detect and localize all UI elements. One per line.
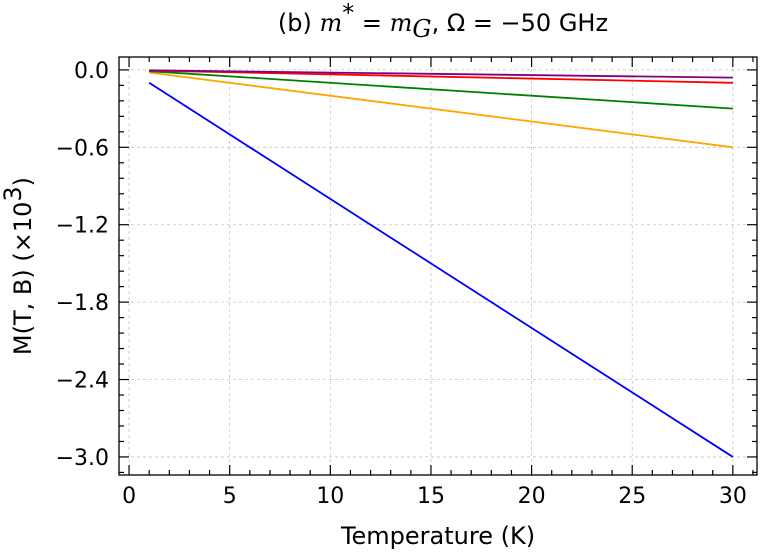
chart-title-m-g: m: [390, 9, 413, 37]
chart-title: (b) m* = mG, Ω = −50 GHz: [278, 0, 608, 43]
y-tick-label: 0.0: [74, 59, 109, 84]
y-tick-label: −0.6: [56, 136, 109, 161]
chart-title-m-star: m: [320, 9, 343, 37]
series-line-orange: [149, 71, 733, 149]
y-tick-label: −2.4: [56, 369, 109, 394]
x-axis-label: Temperature (K): [340, 522, 535, 550]
grid-lines: [119, 57, 757, 475]
series-line-purple: [149, 69, 733, 79]
x-tick-label: 5: [223, 484, 237, 509]
y-tick-label: −1.2: [56, 214, 109, 239]
y-axis-label-sup: 3: [0, 186, 27, 201]
x-tick-label: 0: [122, 484, 136, 509]
y-axis-label-close: ): [9, 177, 37, 186]
plot-frame: [118, 56, 758, 476]
x-tick-label: 30: [719, 484, 747, 509]
y-axis-label: M(T, B) (×103): [0, 177, 37, 355]
x-tick-label: 25: [618, 484, 646, 509]
tick-marks: [119, 57, 757, 475]
y-tick-label: −1.8: [56, 291, 109, 316]
series-lines: [148, 69, 734, 458]
x-tick-labels: 0 5 10 15 20 25 30: [122, 484, 747, 509]
chart-title-omega: Ω = −50 GHz: [447, 9, 608, 37]
series-line-red: [149, 69, 733, 84]
chart-title-comma: ,: [432, 9, 447, 37]
y-tick-label: −3.0: [56, 446, 109, 471]
y-axis-label-main: M(T, B) (×10: [9, 202, 37, 355]
series-line-green: [149, 70, 733, 110]
x-tick-label: 20: [518, 484, 546, 509]
y-tick-labels: 0.0 −0.6 −1.2 −1.8 −2.4 −3.0: [56, 59, 109, 471]
chart-title-prefix: (b): [278, 9, 320, 37]
chart-title-g-sub: G: [412, 15, 431, 43]
series-line-blue: [148, 82, 734, 458]
x-tick-label: 15: [417, 484, 445, 509]
chart-title-equals: =: [354, 9, 389, 37]
x-tick-label: 10: [316, 484, 344, 509]
chart-title-star-sup: *: [342, 0, 354, 27]
